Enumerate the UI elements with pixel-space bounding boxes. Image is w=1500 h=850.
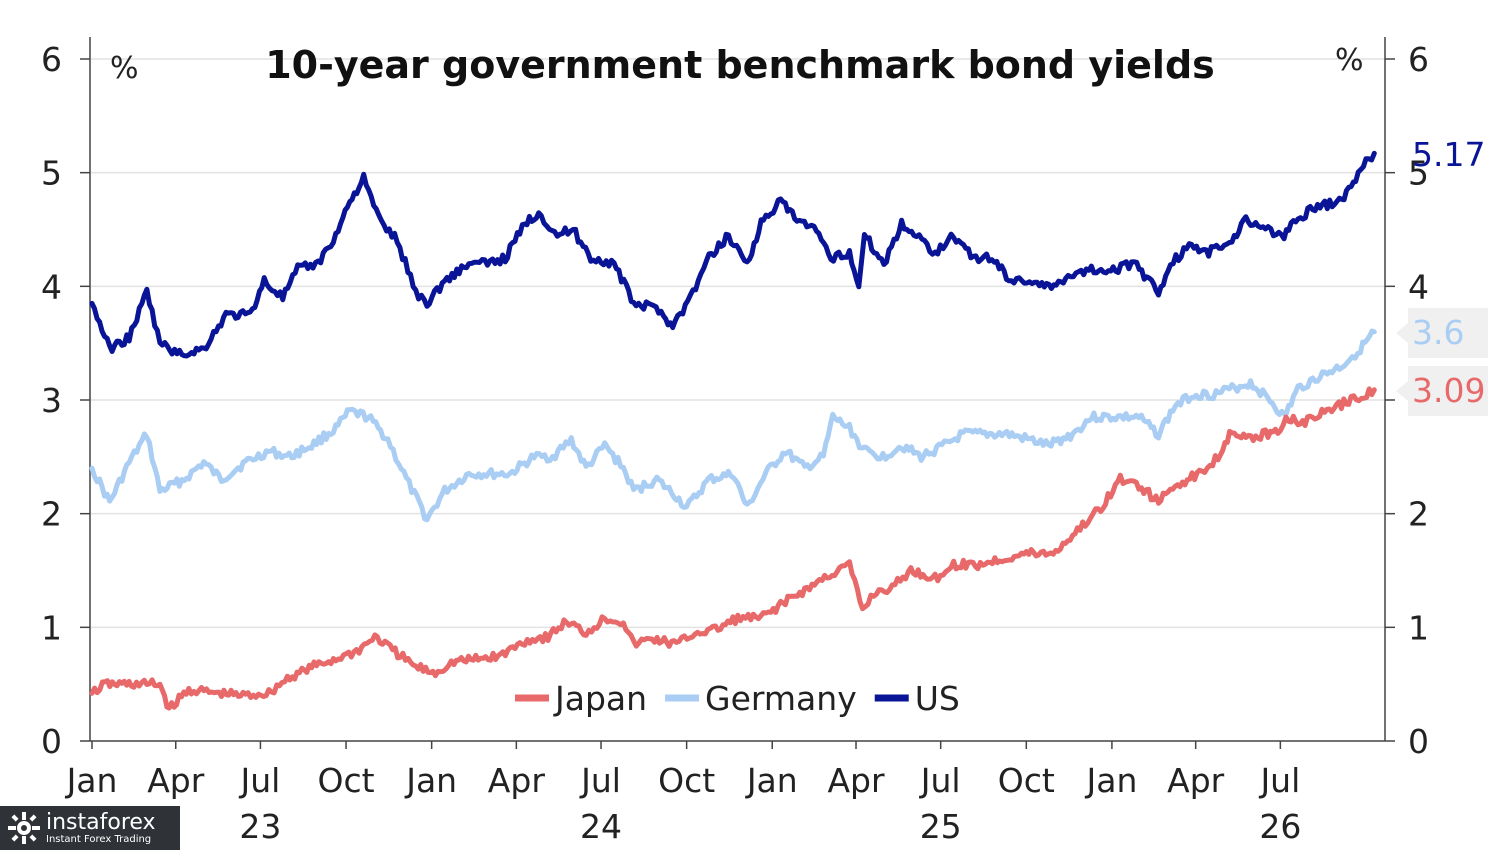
series-layer <box>89 150 1377 711</box>
x-tick-label: Oct <box>998 761 1055 800</box>
x-tick-label: Jan <box>404 761 457 800</box>
x-tick-label: Jul <box>1258 761 1300 800</box>
y-tick-label-right: 6 <box>1408 40 1429 79</box>
watermark-name: instaforex <box>46 809 156 835</box>
end-value-label-japan: 3.09 <box>1412 371 1485 410</box>
label-layer: 00112233445566JanAprJulOctJanAprJulOctJa… <box>41 40 1488 846</box>
end-label-pointer-germany <box>1396 323 1408 343</box>
x-year-label: 26 <box>1259 807 1301 846</box>
x-tick-label: Apr <box>1167 761 1225 800</box>
x-tick-label: Jul <box>579 761 621 800</box>
y-tick-label-left: 0 <box>41 722 62 761</box>
y-tick-label-right: 4 <box>1408 267 1429 306</box>
instaforex-logo-icon <box>8 812 40 844</box>
series-line-japan <box>89 386 1377 711</box>
x-tick-label: Oct <box>318 761 375 800</box>
legend-label-us: US <box>915 679 960 718</box>
y-tick-label-right: 1 <box>1408 608 1429 647</box>
x-tick-label: Jan <box>745 761 798 800</box>
x-year-label: 24 <box>580 807 622 846</box>
x-tick-label: Jul <box>239 761 281 800</box>
x-tick-label: Jul <box>919 761 961 800</box>
x-tick-label: Jan <box>65 761 118 800</box>
end-label-box-japan <box>1408 366 1488 416</box>
legend-label-japan: Japan <box>553 679 647 718</box>
y-tick-label-right: 2 <box>1408 495 1429 534</box>
series-line-germany <box>89 328 1377 523</box>
y-tick-label-left: 2 <box>41 495 62 534</box>
y-tick-label-left: 6 <box>41 40 62 79</box>
y-tick-label-right: 0 <box>1408 722 1429 761</box>
x-year-label: 25 <box>920 807 962 846</box>
legend-label-germany: Germany <box>705 679 857 718</box>
end-value-label-germany: 3.6 <box>1412 313 1464 352</box>
left-unit-label: % <box>110 51 139 86</box>
x-tick-label: Jan <box>1084 761 1137 800</box>
end-label-box-germany <box>1408 308 1488 358</box>
right-unit-label: % <box>1335 43 1364 78</box>
x-year-label: 23 <box>239 807 281 846</box>
y-tick-label-right: 5 <box>1408 154 1429 193</box>
legend: Japan Germany US <box>515 679 960 718</box>
x-tick-label: Apr <box>827 761 885 800</box>
end-label-pointer-japan <box>1396 381 1408 401</box>
x-tick-label: Apr <box>147 761 205 800</box>
chart-title: 10-year government benchmark bond yields <box>265 43 1215 87</box>
grid-layer <box>90 58 1385 629</box>
y-tick-label-left: 3 <box>41 381 62 420</box>
axis-layer <box>80 37 1395 749</box>
x-tick-label: Apr <box>488 761 546 800</box>
y-tick-label-left: 5 <box>41 154 62 193</box>
y-tick-label-left: 1 <box>41 608 62 647</box>
watermark-badge: instaforex Instant Forex Trading <box>0 806 180 850</box>
series-line-us <box>89 150 1377 359</box>
watermark-tagline: Instant Forex Trading <box>46 833 152 845</box>
y-tick-label-left: 4 <box>41 267 62 306</box>
end-value-label-us: 5.17 <box>1412 135 1485 174</box>
x-tick-label: Oct <box>658 761 715 800</box>
